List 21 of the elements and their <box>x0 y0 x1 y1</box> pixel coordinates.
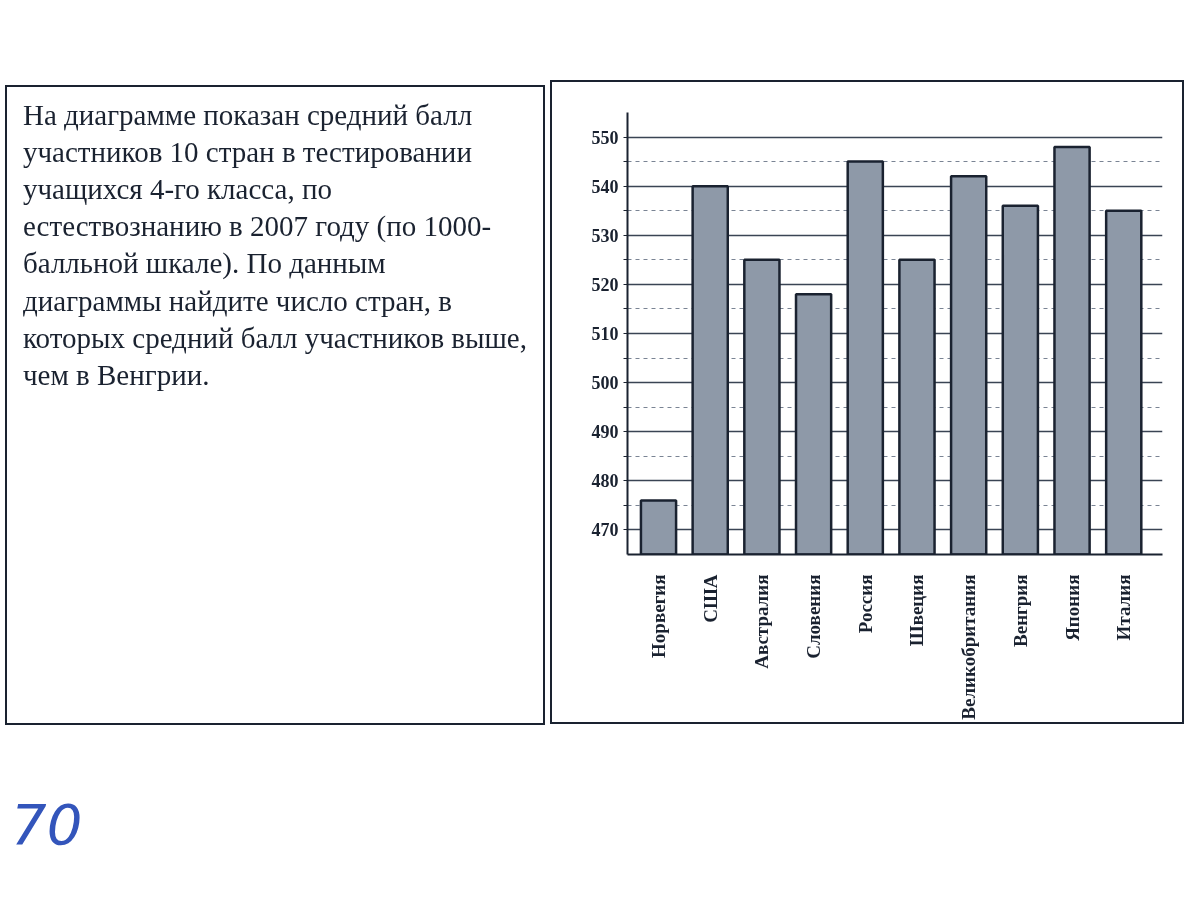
x-tick-label: Япония <box>1061 574 1083 641</box>
y-tick-label: 530 <box>591 225 619 246</box>
x-tick-label: США <box>699 574 721 623</box>
text: 70 <box>11 791 83 859</box>
y-tick-label: 480 <box>591 471 619 492</box>
y-tick-label: 510 <box>591 324 619 344</box>
y-tick-label: 550 <box>591 127 619 148</box>
y-tick-label: 520 <box>591 274 619 295</box>
y-tick-label: 470 <box>591 520 619 541</box>
x-tick-label: Норвегия <box>648 574 670 658</box>
x-tick-label: Австралия <box>751 574 773 669</box>
x-tick-label: Италия <box>1113 574 1135 641</box>
y-tick-label: 490 <box>591 422 619 443</box>
x-tick-label: Словения <box>803 574 825 659</box>
x-tick-label: Швеция <box>906 574 928 647</box>
x-tick-label: Россия <box>854 574 876 634</box>
y-tick-label: 540 <box>591 176 619 197</box>
text: На диаграмме показан средний балл участников 10 стран в тестировании учащихся 4-го класса, по естествознанию в 2007 году (по 1000-балльной шкале). По данным диаграммы найдите число стран, в которых средний балл участников выше, чем в Венгрии. <box>23 98 527 393</box>
y-tick-label: 500 <box>591 373 619 394</box>
x-tick-label: Венгрия <box>1009 574 1031 647</box>
x-tick-label: Великобритания <box>958 574 980 720</box>
